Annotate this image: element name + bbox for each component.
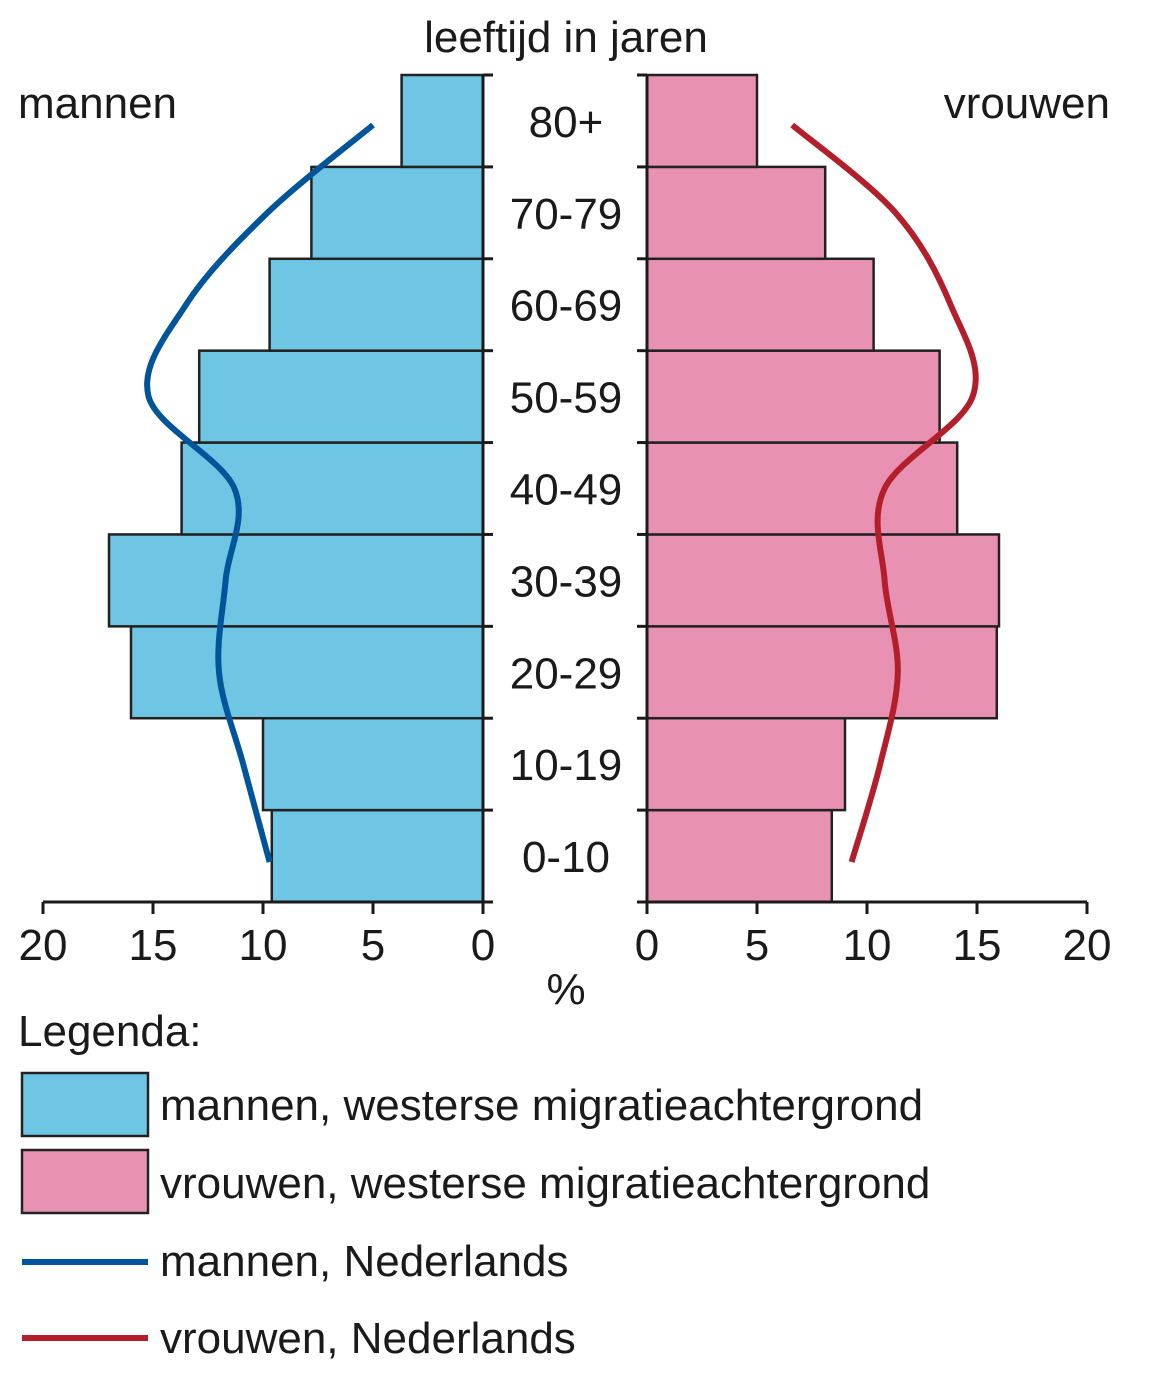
bar-vrouwen-60-69 <box>645 257 875 352</box>
age-label: 50-59 <box>510 374 623 423</box>
bar-mannen-80+ <box>400 73 485 169</box>
bar-vrouwen-10-19 <box>645 716 847 812</box>
bar-mannen-10-19 <box>261 716 485 812</box>
legend-label: mannen, Nederlands <box>160 1237 568 1286</box>
line-vrouwen-nederlands <box>790 122 979 863</box>
x-tick-label-right: 0 <box>635 921 659 970</box>
bar-vrouwen-40-49 <box>645 441 959 536</box>
x-tick-label-right: 15 <box>953 921 1002 970</box>
bar-vrouwen-30-39 <box>645 533 1001 628</box>
axes <box>41 73 1089 914</box>
bar-vrouwen-20-29 <box>645 625 999 720</box>
bar-vrouwen-80+ <box>645 73 759 169</box>
legend-swatch-vrouwen-westers <box>20 1148 150 1215</box>
x-tick-label-left: 0 <box>471 921 495 970</box>
age-label: 30-39 <box>510 557 623 606</box>
right-side-label: vrouwen <box>944 79 1110 128</box>
legend-label: vrouwen, westerse migratieachtergrond <box>160 1159 930 1208</box>
x-axis-unit: % <box>546 965 585 1014</box>
bar-mannen-20-29 <box>129 625 485 720</box>
legend-title: Legenda: <box>18 1007 202 1056</box>
line-mannen-nederlands <box>144 122 375 863</box>
x-tick-label-left: 15 <box>129 921 178 970</box>
legend-label: mannen, westerse migratieachtergrond <box>160 1081 923 1130</box>
x-tick-label-right: 10 <box>843 921 892 970</box>
bar-vrouwen-0-10 <box>645 808 834 904</box>
age-label: 60-69 <box>510 282 623 331</box>
bar-mannen-70-79 <box>310 165 485 261</box>
x-tick-label-right: 20 <box>1063 921 1112 970</box>
bar-mannen-50-59 <box>197 349 485 444</box>
x-tick-label-left: 5 <box>361 921 385 970</box>
age-label: 40-49 <box>510 466 623 515</box>
bar-mannen-60-69 <box>268 257 485 352</box>
age-label: 10-19 <box>510 741 623 790</box>
legend-label: vrouwen, Nederlands <box>160 1314 576 1363</box>
x-tick-label-left: 10 <box>239 921 288 970</box>
bars-vrouwen-westers <box>645 73 1001 904</box>
age-label: 0-10 <box>522 833 610 882</box>
age-label: 70-79 <box>510 190 623 239</box>
bar-mannen-30-39 <box>107 533 485 628</box>
x-tick-label-left: 20 <box>19 921 68 970</box>
bar-mannen-0-10 <box>270 808 485 904</box>
x-tick-labels: 20 15 10 5 0 0 5 10 15 20 <box>19 921 1112 970</box>
x-tick-label-right: 5 <box>745 921 769 970</box>
legend-swatch-mannen-westers <box>20 1071 150 1138</box>
bar-mannen-40-49 <box>180 441 485 536</box>
bar-vrouwen-70-79 <box>645 165 827 261</box>
age-label: 80+ <box>529 98 604 147</box>
chart-title: leeftijd in jaren <box>424 13 708 62</box>
age-label: 20-29 <box>510 649 623 698</box>
left-side-label: mannen <box>18 79 177 128</box>
age-category-labels: 0-10 10-19 20-29 30-39 40-49 50-59 60-69 70-79 8… <box>510 98 623 882</box>
bars-mannen-westers <box>107 73 485 904</box>
bar-vrouwen-50-59 <box>645 349 941 444</box>
legend: mannen, westerse migratieachtergrond vro… <box>20 1071 930 1363</box>
